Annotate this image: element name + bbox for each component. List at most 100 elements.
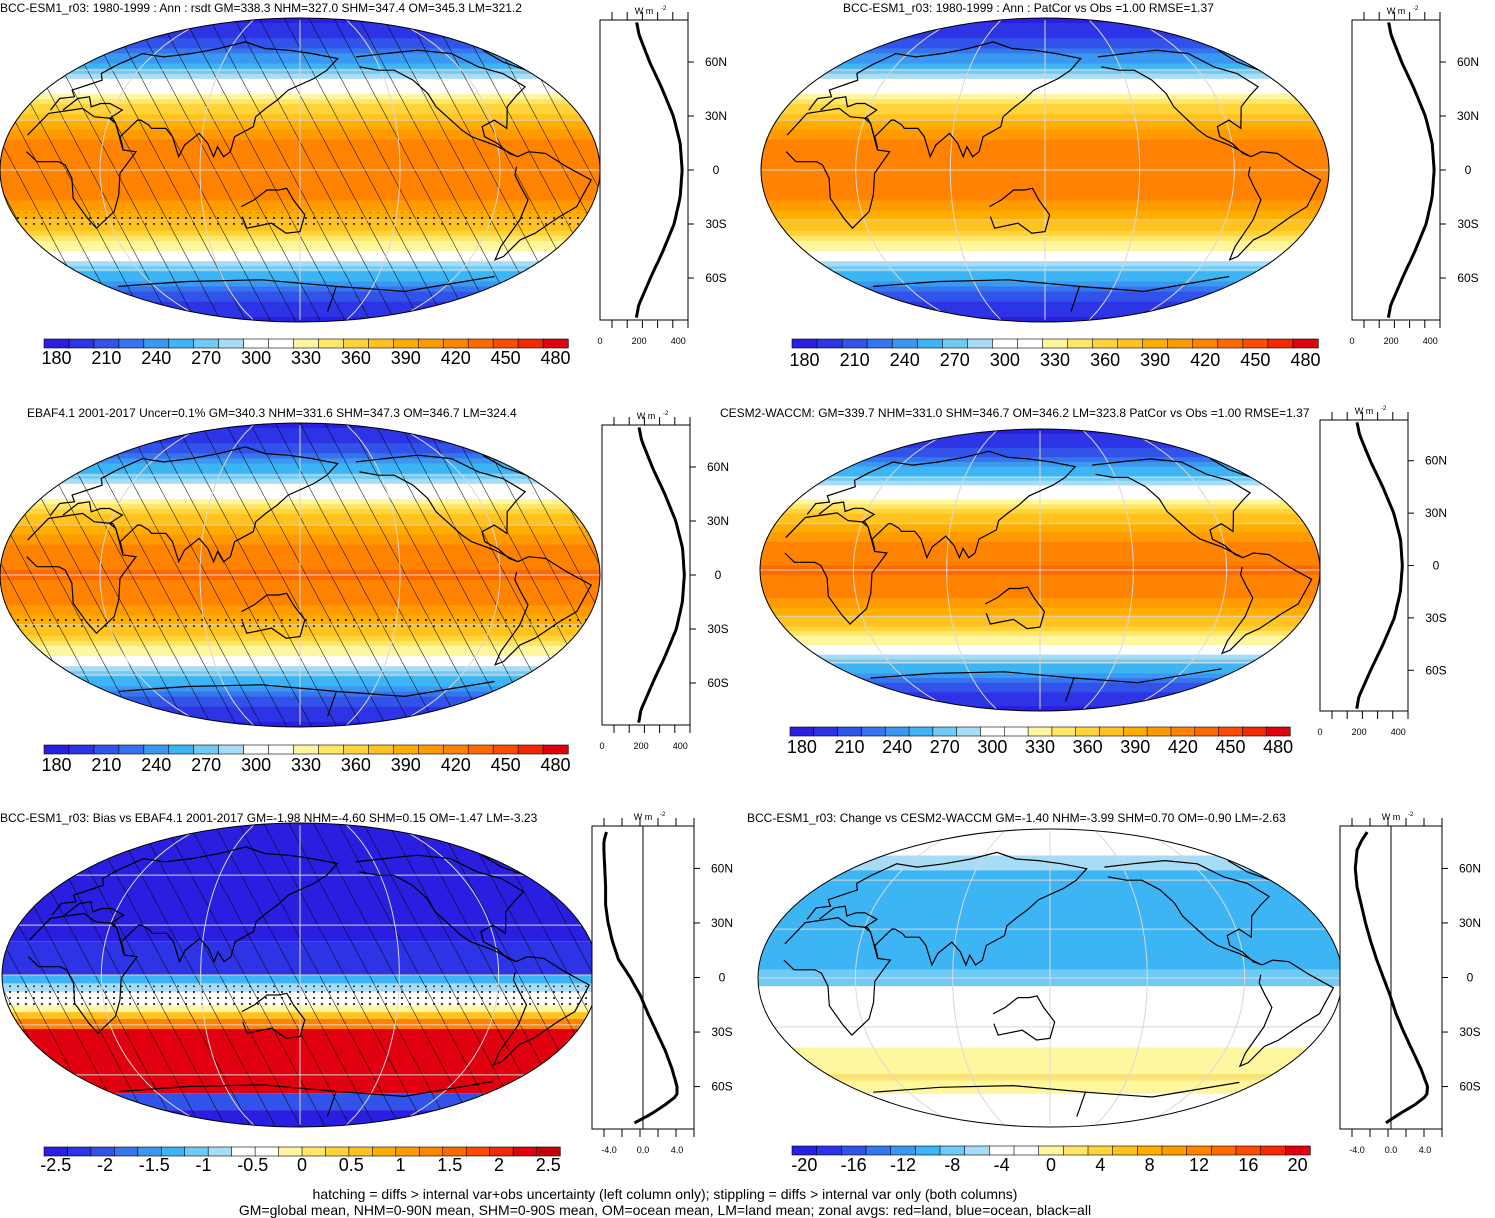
colorbar-swatch	[1038, 1145, 1064, 1156]
zonal-mean-line	[1386, 22, 1436, 318]
coastline-north-america	[1092, 458, 1252, 559]
colorbar-swatch	[1186, 1145, 1212, 1156]
colorbar-swatch	[967, 338, 993, 349]
zonal-frame	[1319, 419, 1409, 712]
coastline-antarctica	[870, 668, 1222, 702]
colorbar-label: 20	[1288, 1155, 1308, 1175]
zonal-mean-line	[1355, 421, 1404, 709]
lat-tick-label: 60S	[1425, 663, 1446, 677]
coastline-antarctica	[872, 275, 1230, 312]
colorbar-swatch	[1013, 1145, 1040, 1156]
coastline-africa	[783, 917, 892, 1036]
colorbar-swatch	[1292, 338, 1319, 349]
lat-tick-label: 60S	[1457, 271, 1478, 285]
zonal-x-tick-label: 200	[1384, 336, 1399, 346]
colorbar-label: 390	[1140, 350, 1170, 370]
colorbar-label: 1.5	[437, 1155, 462, 1175]
colorbar-swatch	[1123, 726, 1148, 737]
colorbar-swatch	[168, 744, 195, 755]
colorbar-label: -16	[841, 1155, 867, 1175]
colorbar-swatch	[890, 1145, 916, 1156]
colorbar-3: 180 210 240 270 300 330 360 390 420 450 480	[41, 744, 571, 775]
lat-tick-label: 60N	[1459, 861, 1481, 875]
colorbar-label: 0	[297, 1155, 307, 1175]
lat-tick-label: 30S	[707, 622, 728, 636]
colorbar-label: -2	[97, 1155, 113, 1175]
lat-tick-label: 30N	[711, 916, 733, 930]
colorbar-label: 450	[1215, 737, 1245, 757]
colorbar-label: -12	[890, 1155, 916, 1175]
zonal-panel-4: 60N 30N 0 30S 60S W m -2 0 200 400	[1317, 406, 1447, 737]
colorbar-label: 1	[396, 1155, 406, 1175]
colorbar-swatch	[243, 744, 270, 755]
colorbar-label: 300	[977, 737, 1007, 757]
colorbar-swatch	[417, 338, 444, 349]
colorbar-swatch	[1067, 338, 1094, 349]
coastline-antarctica	[873, 1081, 1240, 1117]
lat-tick-label: 30N	[1425, 506, 1447, 520]
zonal-unit-sup: -2	[1408, 812, 1414, 818]
panel-title-6: BCC-ESM1_r03: Change vs CESM2-WACCM GM=-…	[747, 811, 1286, 825]
colorbar-swatch	[891, 338, 918, 349]
colorbar-label: 240	[141, 348, 171, 368]
colorbar-label: 420	[1190, 350, 1220, 370]
colorbar-label: -8	[944, 1155, 960, 1175]
colorbar-swatch	[536, 1146, 561, 1157]
map-panel-2	[760, 17, 1330, 323]
colorbar-label: 390	[391, 348, 421, 368]
colorbar-swatch	[1117, 338, 1144, 349]
colorbar-swatch	[1099, 726, 1124, 737]
colorbar-swatch	[1170, 726, 1196, 737]
colorbar-swatch	[791, 338, 818, 349]
zonal-frame	[1351, 19, 1441, 321]
colorbar-label: 12	[1189, 1155, 1209, 1175]
zonal-unit-sup: -2	[1381, 406, 1387, 412]
colorbar-label: 0	[1046, 1155, 1056, 1175]
lat-tick-label: 60N	[711, 861, 733, 875]
colorbar-swatch	[1087, 1145, 1114, 1156]
zonal-x-tick-label: 0.0	[637, 1145, 650, 1155]
coastline-africa	[785, 107, 891, 230]
colorbar-swatch	[168, 338, 195, 349]
colorbar-swatch	[1027, 726, 1053, 737]
coastline-australia	[992, 995, 1056, 1041]
colorbar-swatch	[68, 338, 95, 349]
colorbar-label: -0.5	[237, 1155, 268, 1175]
colorbar-swatch	[492, 338, 519, 349]
coastline-australia	[985, 586, 1046, 630]
colorbar-swatch	[1161, 1145, 1188, 1156]
colorbar-swatch	[941, 338, 968, 349]
map-fill	[2, 823, 598, 1127]
colorbar-label: 2.5	[536, 1155, 561, 1175]
colorbar-label: 420	[441, 348, 471, 368]
coastline-australia	[241, 592, 306, 639]
colorbar-swatch	[1063, 1145, 1089, 1156]
colorbar-label: 240	[141, 755, 171, 775]
coastline-africa	[26, 107, 138, 230]
zonal-mean-line	[637, 427, 686, 723]
zonal-unit-label: W m	[1387, 6, 1406, 16]
colorbar-swatch	[1112, 1145, 1138, 1156]
colorbar-label: -2.5	[40, 1155, 71, 1175]
colorbar-swatch	[193, 338, 220, 349]
coastline-north-america	[355, 454, 527, 563]
colorbar-swatch	[368, 744, 394, 755]
zonal-x-tick-label: 0	[599, 741, 604, 751]
coastline-south-america	[1238, 959, 1335, 1068]
colorbar-swatch	[916, 338, 943, 349]
coastline-antarctica	[119, 1080, 494, 1117]
colorbar-swatch	[218, 338, 245, 349]
lat-tick-label: 30N	[1459, 916, 1481, 930]
colorbar-swatch	[1242, 338, 1269, 349]
zonal-unit-label: W m	[1355, 406, 1374, 416]
colorbar-label: 390	[391, 755, 421, 775]
colorbar-swatch	[816, 338, 843, 349]
map-fill	[761, 18, 1329, 322]
colorbar-swatch	[343, 744, 369, 755]
colorbar-label: 180	[41, 755, 71, 775]
lat-tick-label: 0	[1433, 559, 1440, 573]
colorbar-swatch	[1137, 1145, 1163, 1156]
zonal-x-tick-label: 4.0	[671, 1145, 684, 1155]
colorbar-label: 270	[930, 737, 960, 757]
